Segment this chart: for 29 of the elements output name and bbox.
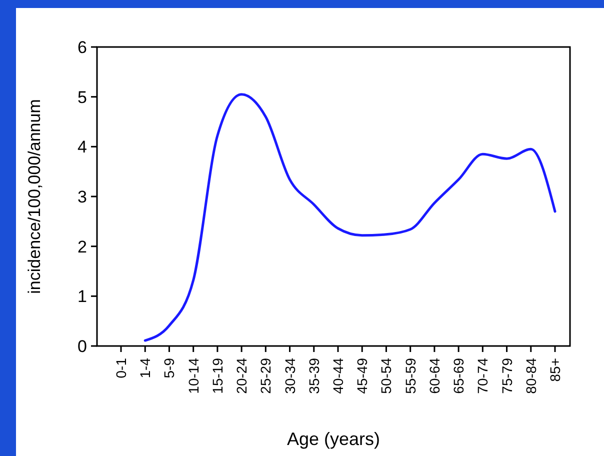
x-tick-label: 10-14 [185,358,202,394]
x-tick-label: 55-59 [402,358,418,394]
x-tick-label: 75-79 [498,358,515,394]
y-tick-label: 2 [78,237,87,256]
x-tick-label: 60-64 [426,358,442,394]
x-tick-label: 30-34 [282,358,298,394]
x-tick-label: 1-4 [137,358,154,378]
y-tick-label: 6 [78,38,87,57]
y-axis-title: incidence/100,000/annum [25,99,44,294]
y-tick-label: 1 [78,287,87,306]
y-tick-label: 4 [78,138,87,157]
x-tick-label: 0-1 [113,358,129,378]
x-tick-label: 45-49 [354,358,370,394]
x-tick-label: 35-39 [306,358,322,394]
y-tick-label: 0 [78,336,87,356]
x-axis-title: Age (years) [286,429,380,449]
x-tick-label: 40-44 [330,358,346,394]
x-tick-label: 15-19 [209,358,226,394]
x-tick-label: 70-74 [474,358,491,394]
x-tick-label: 85+ [547,358,563,382]
x-tick-label: 5-9 [161,358,178,378]
x-tick-label: 50-54 [378,358,394,394]
y-tick-label: 3 [78,187,87,206]
x-tick-label: 25-29 [258,358,274,394]
x-tick-label: 80-84 [522,358,539,394]
y-tick-label: 5 [78,88,87,107]
line-series [144,93,556,342]
x-tick-label: 20-24 [234,358,250,394]
x-tick-label: 65-69 [450,358,467,394]
